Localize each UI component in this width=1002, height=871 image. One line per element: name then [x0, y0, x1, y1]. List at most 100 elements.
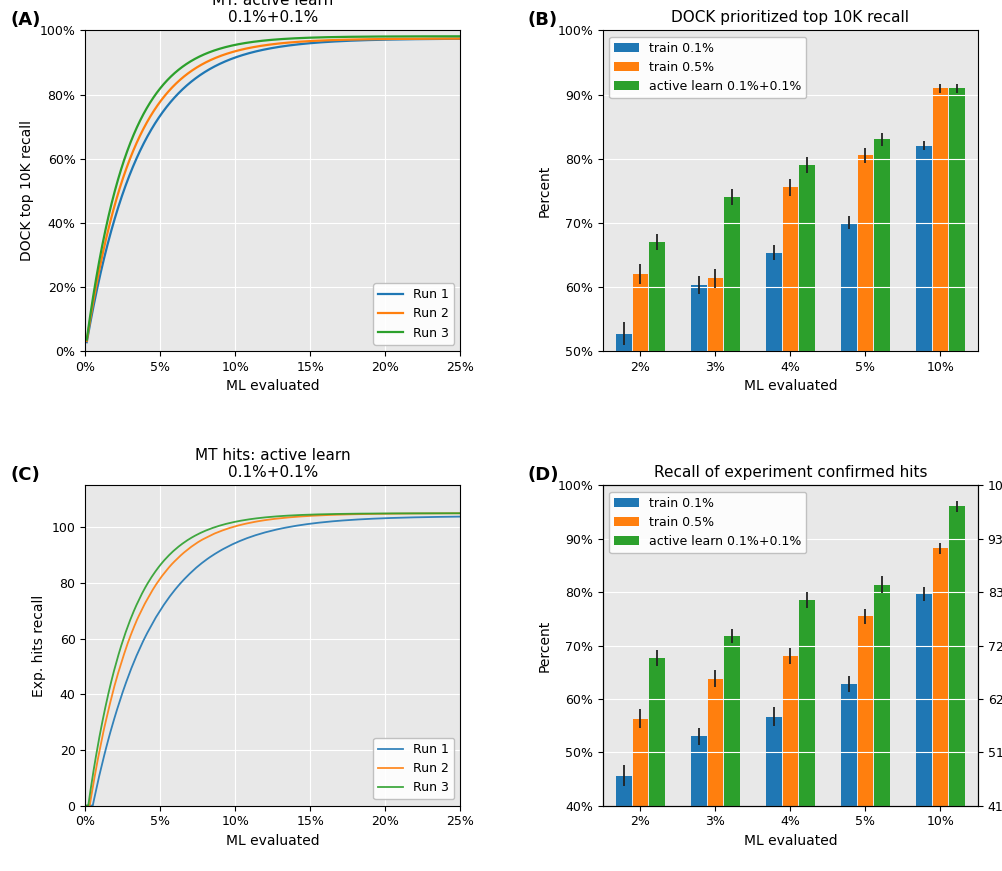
Bar [857, 616, 873, 871]
Bar [948, 88, 964, 672]
Run 3 [359, 509, 371, 519]
Run 3 [80, 334, 92, 345]
Bar [873, 584, 889, 871]
Bar [632, 274, 647, 672]
Run 3 [222, 518, 234, 529]
Run 3 [145, 95, 157, 105]
Run 1 [323, 517, 335, 527]
Run 2 [123, 155, 135, 165]
Line: Run 2: Run 2 [86, 38, 460, 341]
Y-axis label: Percent: Percent [537, 619, 551, 672]
Run 3 [80, 800, 92, 811]
Run 1 [454, 34, 466, 44]
Run 1 [123, 171, 135, 181]
Run 2 [145, 109, 157, 119]
Bar [948, 506, 964, 871]
Bar [873, 139, 889, 672]
Run 2 [304, 510, 316, 521]
Run 1 [145, 124, 157, 134]
Run 3 [447, 31, 459, 42]
Bar [915, 145, 931, 672]
Run 2 [454, 33, 466, 44]
X-axis label: ML evaluated: ML evaluated [742, 379, 837, 393]
Title: MT hits: active learn
0.1%+0.1%: MT hits: active learn 0.1%+0.1% [194, 448, 351, 480]
Run 3 [79, 800, 91, 811]
Legend: Run 1, Run 2, Run 3: Run 1, Run 2, Run 3 [373, 283, 454, 345]
Run 3 [388, 508, 400, 518]
Run 2 [388, 509, 400, 519]
Run 1 [239, 49, 252, 59]
Legend: Run 1, Run 2, Run 3: Run 1, Run 2, Run 3 [373, 738, 454, 800]
Title: Recall of experiment confirmed hits: Recall of experiment confirmed hits [653, 465, 926, 480]
X-axis label: ML evaluated: ML evaluated [742, 834, 837, 848]
Run 1 [447, 34, 459, 44]
Bar [648, 242, 664, 672]
Run 1 [388, 513, 400, 523]
Run 2 [407, 34, 419, 44]
Line: Run 2: Run 2 [85, 513, 460, 806]
Run 1 [223, 54, 235, 64]
Bar [932, 88, 947, 672]
Title: MT: active learn
0.1%+0.1%: MT: active learn 0.1%+0.1% [212, 0, 333, 25]
Y-axis label: Percent: Percent [537, 165, 551, 217]
Bar [799, 600, 814, 871]
Run 2 [447, 33, 459, 44]
X-axis label: ML evaluated: ML evaluated [225, 379, 320, 393]
Legend: train 0.1%, train 0.5%, active learn 0.1%+0.1%: train 0.1%, train 0.5%, active learn 0.1… [608, 37, 806, 98]
Line: Run 3: Run 3 [85, 513, 460, 806]
Run 2 [323, 510, 335, 520]
Run 1 [407, 34, 419, 44]
Run 3 [323, 509, 335, 519]
Line: Run 1: Run 1 [86, 39, 460, 342]
Bar [857, 155, 873, 672]
Run 1 [222, 541, 234, 551]
Run 3 [454, 31, 466, 42]
Run 2 [359, 509, 371, 519]
Bar [841, 223, 856, 672]
Run 3 [304, 510, 316, 520]
Run 1 [82, 800, 94, 811]
Y-axis label: Exp. hits recall: Exp. hits recall [32, 594, 46, 697]
Bar [799, 165, 814, 672]
Bar [706, 679, 722, 871]
Bar [690, 286, 706, 672]
Bar [690, 736, 706, 871]
Run 2 [239, 44, 252, 54]
Bar [841, 685, 856, 871]
Bar [615, 776, 631, 871]
Bar [723, 636, 739, 871]
Run 1 [304, 518, 316, 529]
Run 2 [147, 584, 159, 594]
Run 1 [147, 617, 159, 627]
Run 1 [454, 511, 466, 522]
Run 3 [223, 41, 235, 51]
Bar [915, 594, 931, 871]
Text: (B): (B) [527, 11, 557, 30]
Title: DOCK prioritized top 10K recall: DOCK prioritized top 10K recall [670, 10, 909, 25]
Run 2 [80, 335, 92, 346]
Bar [615, 334, 631, 672]
Run 1 [79, 800, 91, 811]
Run 2 [81, 800, 93, 811]
Bar [766, 253, 781, 672]
Run 1 [359, 514, 371, 524]
Run 1 [80, 337, 92, 348]
X-axis label: ML evaluated: ML evaluated [225, 834, 320, 848]
Bar [706, 279, 722, 672]
Legend: train 0.1%, train 0.5%, active learn 0.1%+0.1%: train 0.1%, train 0.5%, active learn 0.1… [608, 491, 806, 553]
Text: (C): (C) [10, 466, 40, 484]
Run 3 [147, 569, 159, 579]
Text: (A): (A) [10, 11, 40, 30]
Bar [723, 197, 739, 672]
Bar [782, 187, 798, 672]
Run 3 [123, 140, 135, 151]
Bar [932, 549, 947, 871]
Bar [782, 656, 798, 871]
Run 3 [239, 37, 252, 48]
Line: Run 1: Run 1 [85, 517, 460, 806]
Run 2 [79, 800, 91, 811]
Bar [632, 719, 647, 871]
Bar [648, 658, 664, 871]
Bar [766, 717, 781, 871]
Run 3 [454, 508, 466, 518]
